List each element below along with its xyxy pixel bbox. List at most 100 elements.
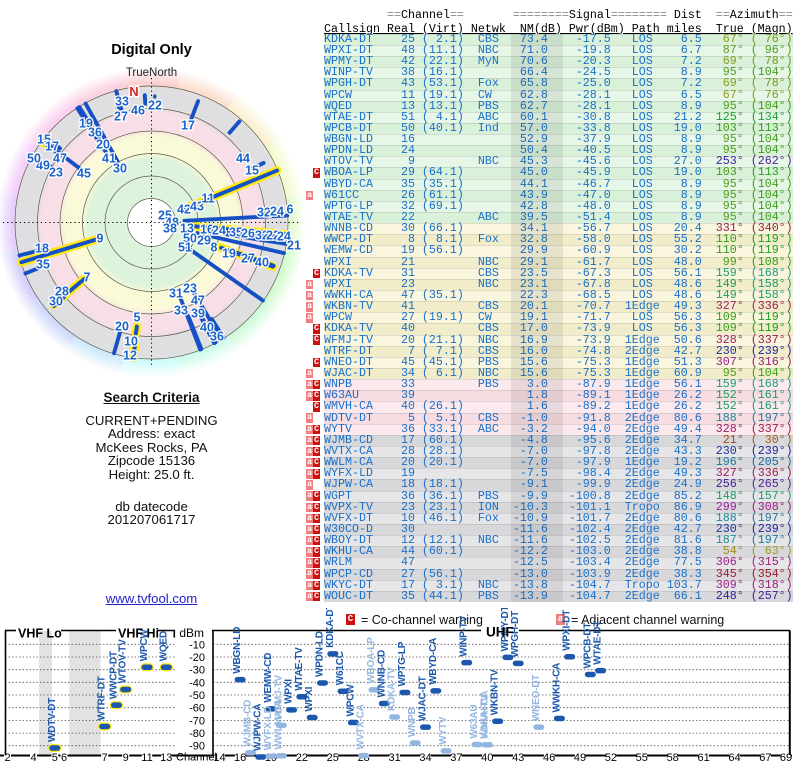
svg-text:WBGN-LD: WBGN-LD — [232, 627, 243, 674]
svg-text:KDKA-DT: KDKA-DT — [325, 608, 336, 648]
svg-text:23: 23 — [183, 281, 197, 295]
svg-text:7: 7 — [84, 270, 91, 284]
svg-text:16: 16 — [234, 752, 246, 764]
svg-text:-10: -10 — [189, 639, 205, 651]
svg-text:W63AU: W63AU — [469, 705, 480, 739]
svg-text:55: 55 — [636, 752, 648, 764]
svg-text:WPDN-LD: WPDN-LD — [315, 631, 326, 677]
svg-text:WBYD-CA: WBYD-CA — [428, 638, 439, 685]
svg-text:-40: -40 — [189, 677, 205, 689]
svg-text:35: 35 — [229, 225, 243, 239]
svg-text:WPCW: WPCW — [345, 684, 356, 717]
svg-text:WJAC-DT: WJAC-DT — [418, 676, 429, 721]
svg-text:WINP-TV: WINP-TV — [459, 615, 470, 656]
svg-text:WBOA-LP: WBOA-LP — [366, 637, 377, 684]
svg-text:38: 38 — [163, 221, 177, 235]
svg-text:32: 32 — [255, 228, 269, 242]
svg-text:24: 24 — [277, 229, 291, 243]
svg-text:WFMJ-TV: WFMJ-TV — [273, 675, 284, 720]
svg-text:5: 5 — [52, 752, 58, 764]
svg-text:29: 29 — [197, 233, 211, 247]
svg-text:6: 6 — [61, 752, 67, 764]
svg-text:40: 40 — [255, 255, 269, 269]
svg-text:WTOV-TV: WTOV-TV — [118, 639, 129, 684]
svg-text:15: 15 — [245, 163, 259, 177]
svg-text:WPXI: WPXI — [284, 679, 295, 704]
svg-text:16: 16 — [200, 222, 214, 236]
svg-text:31: 31 — [169, 286, 183, 300]
svg-text:WPCW: WPCW — [139, 629, 150, 662]
svg-text:42: 42 — [177, 202, 191, 216]
svg-text:41: 41 — [102, 151, 116, 165]
svg-text:20: 20 — [115, 319, 129, 333]
svg-text:47: 47 — [191, 293, 205, 307]
svg-text:WDTV-DT: WDTV-DT — [47, 698, 58, 742]
svg-text:WWKH-CA: WWKH-CA — [551, 663, 562, 713]
svg-text:9: 9 — [97, 231, 104, 245]
svg-text:44: 44 — [236, 151, 250, 165]
svg-text:WYFX-LD: WYFX-LD — [263, 706, 274, 750]
svg-text:18: 18 — [35, 241, 49, 255]
svg-text:WJPW-CA: WJPW-CA — [253, 704, 264, 751]
svg-text:KDKA-TV: KDKA-TV — [479, 695, 490, 739]
svg-text:25: 25 — [327, 752, 339, 764]
svg-text:49: 49 — [574, 752, 586, 764]
svg-text:13: 13 — [160, 752, 172, 764]
svg-text:33: 33 — [115, 94, 129, 108]
svg-text:WQED: WQED — [158, 631, 169, 661]
svg-text:43: 43 — [512, 752, 524, 764]
svg-text:11: 11 — [141, 752, 152, 764]
svg-text:9: 9 — [123, 752, 129, 764]
svg-text:20: 20 — [96, 137, 110, 151]
svg-text:21: 21 — [287, 238, 301, 252]
svg-text:WPXI: WPXI — [304, 686, 315, 711]
svg-text:WPXI-DT: WPXI-DT — [562, 610, 573, 651]
svg-text:WNPB: WNPB — [407, 707, 418, 737]
svg-text:WWCP-DT: WWCP-DT — [109, 651, 120, 699]
svg-text:50: 50 — [183, 231, 197, 245]
svg-text:26: 26 — [241, 226, 255, 240]
svg-text:N: N — [129, 84, 138, 99]
svg-text:24: 24 — [270, 204, 284, 218]
svg-text:19: 19 — [79, 116, 93, 130]
svg-text:WVTX-CA: WVTX-CA — [356, 704, 367, 749]
svg-text:WTAE-TV: WTAE-TV — [294, 647, 305, 691]
svg-text:25: 25 — [158, 208, 172, 222]
svg-text:-20: -20 — [189, 652, 205, 664]
svg-text:36: 36 — [210, 329, 224, 343]
svg-text:WTRF-DT: WTRF-DT — [97, 676, 108, 720]
svg-text:WYTV: WYTV — [438, 716, 449, 745]
svg-text:30: 30 — [113, 161, 127, 175]
svg-text:39: 39 — [191, 306, 205, 320]
svg-text:46: 46 — [131, 103, 145, 117]
svg-text:36: 36 — [88, 125, 102, 139]
svg-text:67: 67 — [759, 752, 771, 764]
svg-text:17: 17 — [45, 139, 59, 153]
svg-text:51: 51 — [178, 240, 192, 254]
svg-text:50: 50 — [27, 151, 41, 165]
svg-text:69: 69 — [780, 752, 792, 764]
svg-text:8: 8 — [211, 240, 218, 254]
svg-text:24: 24 — [212, 223, 226, 237]
svg-text:-70: -70 — [189, 715, 205, 727]
svg-text:34: 34 — [419, 752, 431, 764]
svg-text:30: 30 — [49, 294, 63, 308]
svg-text:VHF Hi: VHF Hi — [118, 627, 159, 641]
svg-text:27: 27 — [241, 251, 255, 265]
svg-text:-50: -50 — [189, 690, 205, 702]
svg-text:WNNB-CD: WNNB-CD — [376, 650, 387, 697]
svg-text:10: 10 — [124, 334, 138, 348]
svg-text:35: 35 — [36, 257, 50, 271]
svg-text:WMVH-CA: WMVH-CA — [479, 691, 490, 739]
svg-text:27: 27 — [114, 109, 128, 123]
svg-text:33: 33 — [174, 303, 188, 317]
svg-text:WWLM-CA: WWLM-CA — [273, 700, 284, 750]
svg-text:64: 64 — [728, 752, 740, 764]
svg-text:40: 40 — [481, 752, 493, 764]
svg-text:47: 47 — [53, 151, 67, 165]
svg-text:15: 15 — [37, 132, 51, 146]
svg-text:WPMY-DT: WPMY-DT — [500, 608, 511, 651]
svg-text:31: 31 — [388, 752, 400, 764]
svg-text:32: 32 — [257, 205, 271, 219]
svg-text:45: 45 — [77, 166, 91, 180]
